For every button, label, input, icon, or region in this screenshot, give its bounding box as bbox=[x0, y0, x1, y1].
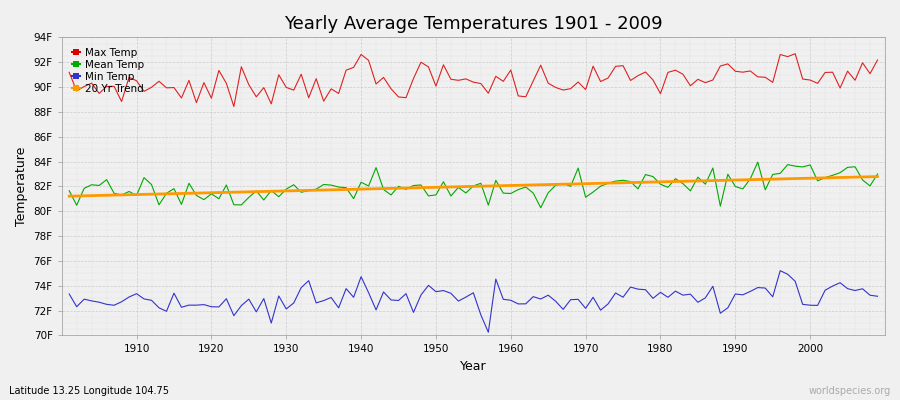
X-axis label: Year: Year bbox=[460, 360, 487, 373]
Text: worldspecies.org: worldspecies.org bbox=[809, 386, 891, 396]
Legend: Max Temp, Mean Temp, Min Temp, 20 Yr Trend: Max Temp, Mean Temp, Min Temp, 20 Yr Tre… bbox=[67, 42, 149, 99]
Title: Yearly Average Temperatures 1901 - 2009: Yearly Average Temperatures 1901 - 2009 bbox=[284, 15, 662, 33]
Y-axis label: Temperature: Temperature bbox=[15, 147, 28, 226]
Text: Latitude 13.25 Longitude 104.75: Latitude 13.25 Longitude 104.75 bbox=[9, 386, 169, 396]
